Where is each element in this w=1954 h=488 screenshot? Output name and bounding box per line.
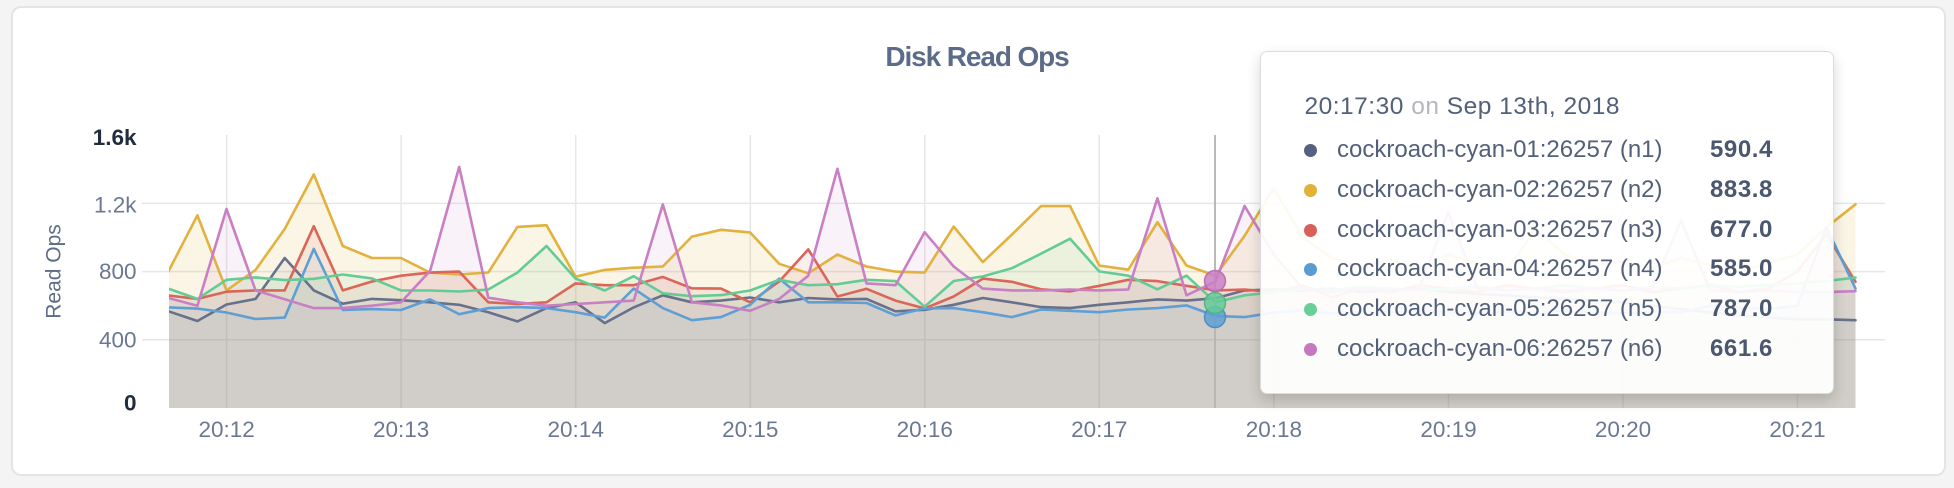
svg-text:20:17: 20:17	[1071, 417, 1127, 442]
svg-text:20:15: 20:15	[722, 417, 778, 442]
svg-text:800: 800	[99, 259, 137, 284]
svg-text:20:20: 20:20	[1595, 417, 1651, 442]
svg-text:400: 400	[99, 328, 137, 353]
svg-text:0: 0	[124, 390, 137, 415]
svg-text:20:19: 20:19	[1420, 417, 1476, 442]
svg-text:20:21: 20:21	[1769, 417, 1825, 442]
svg-text:20:14: 20:14	[548, 417, 604, 442]
svg-text:20:16: 20:16	[897, 417, 953, 442]
svg-text:20:13: 20:13	[373, 417, 429, 442]
svg-text:20:18: 20:18	[1246, 417, 1302, 442]
svg-text:Read Ops: Read Ops	[43, 224, 66, 319]
svg-text:1.6k: 1.6k	[93, 125, 137, 150]
svg-text:1.2k: 1.2k	[94, 192, 137, 217]
svg-text:20:12: 20:12	[198, 417, 254, 442]
